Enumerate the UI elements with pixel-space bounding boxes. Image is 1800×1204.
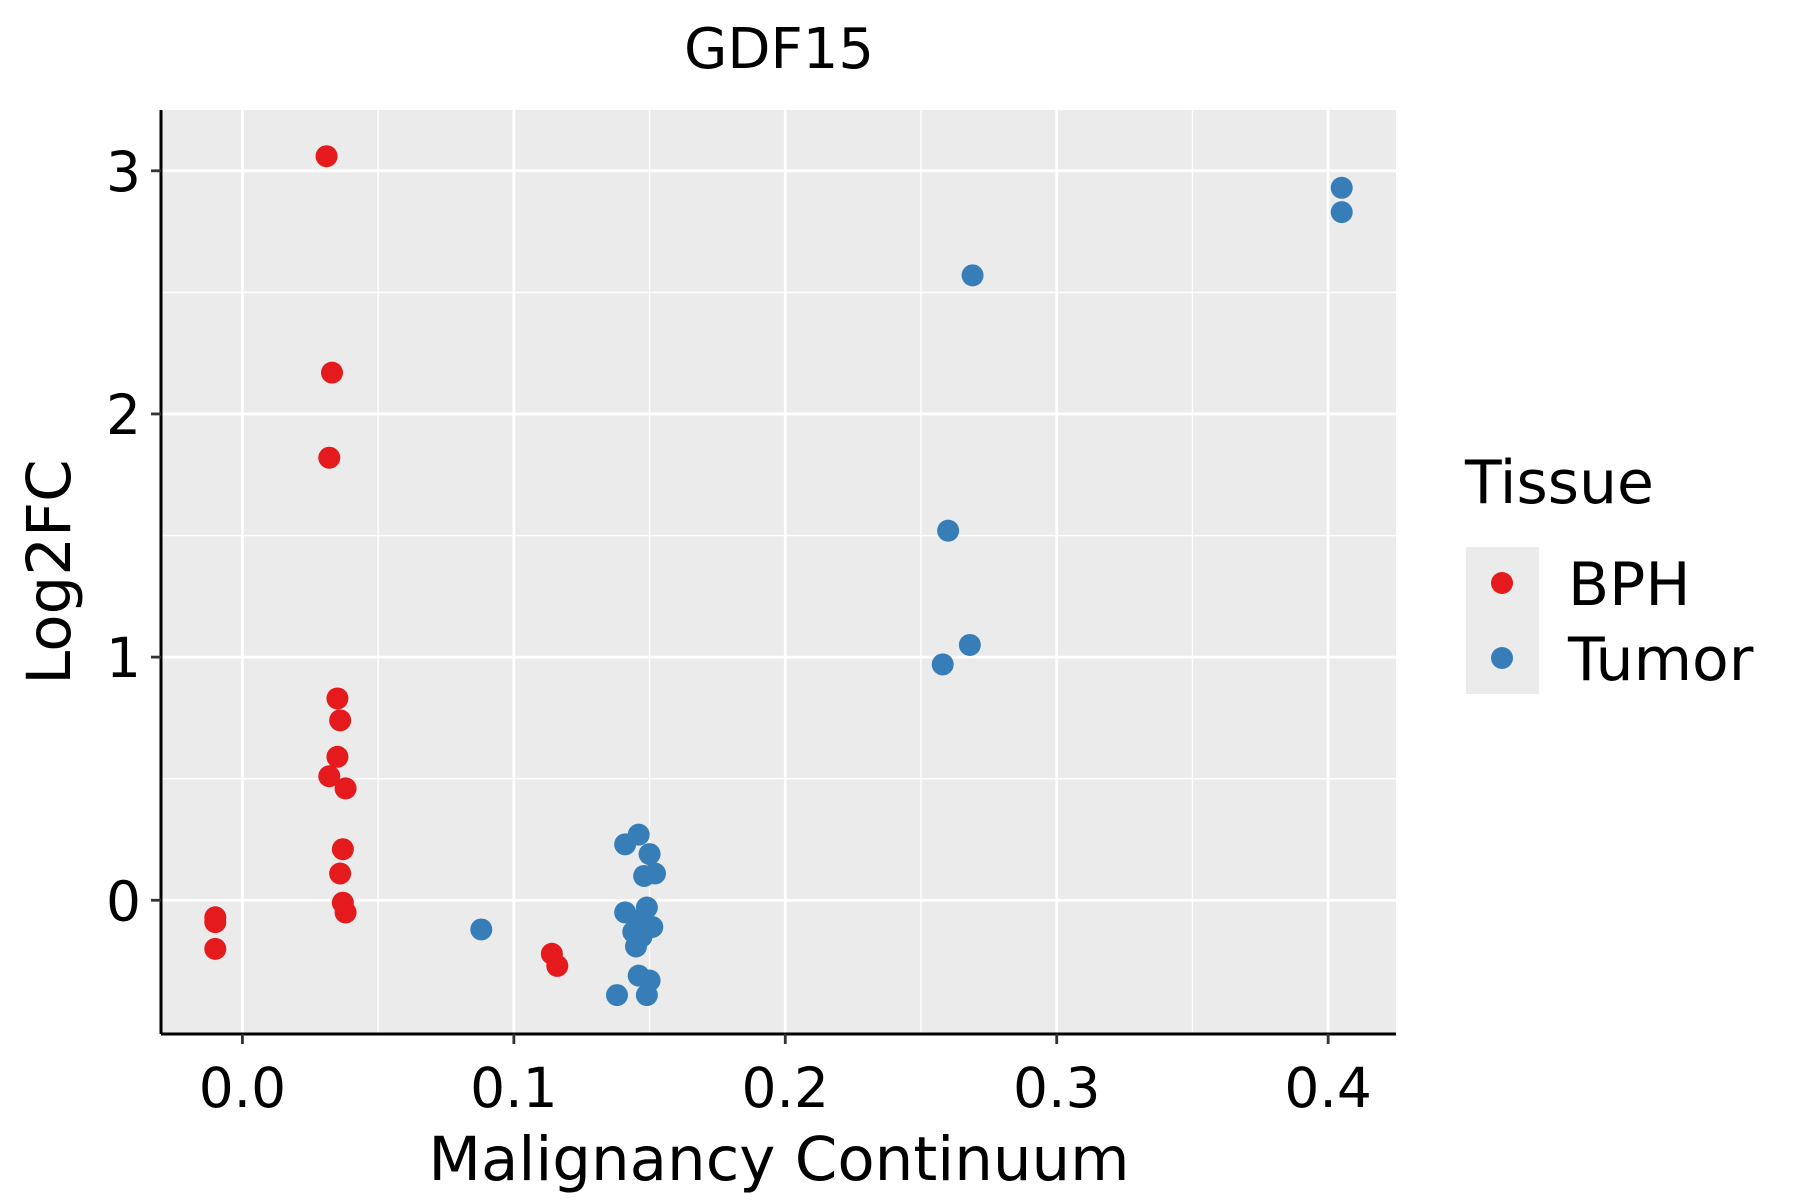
data-points bbox=[204, 145, 1353, 1007]
data-point-tumor bbox=[633, 864, 656, 887]
data-point-bph bbox=[318, 765, 341, 788]
x-tick-label: 0.2 bbox=[742, 1056, 829, 1120]
data-point-bph bbox=[315, 145, 338, 168]
minor-gridlines bbox=[161, 110, 1396, 1034]
legend-label-bph: BPH bbox=[1568, 550, 1690, 620]
data-point-tumor bbox=[635, 984, 658, 1007]
data-point-bph bbox=[326, 687, 349, 710]
data-point-tumor bbox=[625, 935, 647, 958]
data-point-bph bbox=[204, 911, 227, 934]
legend-key-background bbox=[1466, 547, 1539, 694]
chart-title: GDF15 bbox=[684, 17, 874, 82]
data-point-bph bbox=[331, 838, 354, 861]
data-point-tumor bbox=[614, 833, 637, 856]
data-point-tumor bbox=[606, 984, 628, 1007]
data-point-tumor bbox=[958, 633, 981, 656]
major-gridlines bbox=[161, 110, 1396, 1034]
data-point-bph bbox=[326, 745, 349, 768]
x-axis-label: Malignancy Continuum bbox=[428, 1124, 1129, 1195]
data-point-tumor bbox=[1330, 176, 1353, 199]
y-tick-label: 1 bbox=[106, 626, 141, 690]
data-point-bph bbox=[329, 709, 352, 732]
data-point-tumor bbox=[638, 843, 661, 866]
data-point-bph bbox=[329, 862, 352, 885]
legend-title: Tissue bbox=[1464, 448, 1654, 518]
data-point-bph bbox=[334, 777, 357, 800]
data-point-tumor bbox=[931, 653, 954, 676]
y-tick-label: 3 bbox=[106, 140, 141, 204]
y-tick-label: 2 bbox=[106, 383, 141, 447]
data-point-bph bbox=[321, 361, 343, 384]
x-tick-label: 0.4 bbox=[1284, 1056, 1371, 1120]
data-point-tumor bbox=[961, 264, 984, 287]
data-point-tumor bbox=[1330, 201, 1353, 224]
data-point-bph bbox=[318, 446, 341, 469]
data-point-bph bbox=[204, 937, 227, 960]
y-axis-label: Log2FC bbox=[14, 459, 85, 684]
plot-panel bbox=[161, 110, 1396, 1034]
x-tick-label: 0.3 bbox=[1013, 1056, 1100, 1120]
y-axis-ticks: 0 1 2 3 bbox=[106, 140, 161, 933]
data-point-tumor bbox=[470, 918, 493, 941]
x-tick-label: 0.1 bbox=[470, 1056, 557, 1120]
data-point-tumor bbox=[937, 519, 960, 542]
y-tick-label: 0 bbox=[106, 869, 141, 933]
legend-key-bph bbox=[1491, 572, 1513, 594]
x-axis-ticks: 0.0 0.1 0.2 0.3 0.4 bbox=[199, 1034, 1372, 1120]
x-tick-label: 0.0 bbox=[199, 1056, 286, 1120]
data-point-bph bbox=[546, 954, 569, 977]
data-point-bph bbox=[334, 901, 357, 924]
legend-label-tumor: Tumor bbox=[1567, 625, 1754, 695]
legend-key-tumor bbox=[1491, 647, 1513, 669]
